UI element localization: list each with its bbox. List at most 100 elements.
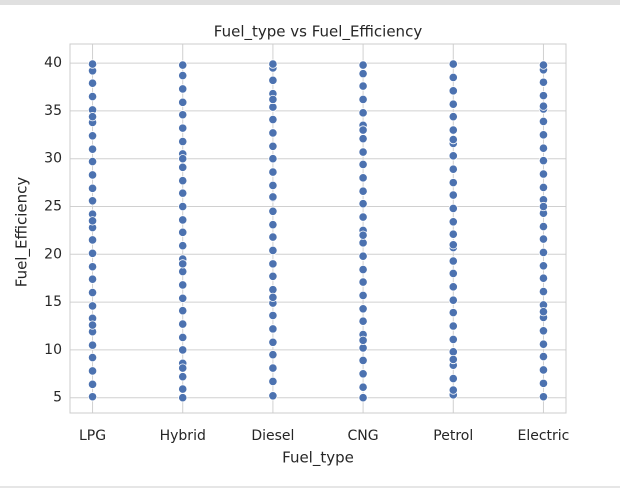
point <box>358 199 368 209</box>
y-tick-label: 10 <box>44 342 62 358</box>
point <box>268 376 278 387</box>
point <box>448 354 458 365</box>
point <box>358 369 368 379</box>
x-tick-label: LPG <box>79 428 106 444</box>
point <box>448 295 458 305</box>
point <box>87 131 98 141</box>
chart-title: Fuel_type vs Fuel_Efficiency <box>214 23 423 42</box>
point <box>87 144 98 154</box>
point <box>268 114 278 125</box>
point <box>538 273 549 283</box>
point <box>358 186 368 196</box>
point <box>178 384 188 394</box>
point <box>538 169 549 179</box>
point <box>448 321 458 331</box>
point <box>538 378 549 388</box>
point <box>538 182 549 192</box>
point <box>448 112 458 122</box>
x-axis-label: Fuel_type <box>282 449 354 468</box>
point <box>358 316 368 326</box>
y-axis-label: Fuel_Efficiency <box>13 177 32 288</box>
point <box>87 248 98 258</box>
point <box>87 235 98 245</box>
top-border <box>0 0 620 5</box>
point <box>178 188 188 198</box>
point <box>268 192 278 202</box>
point <box>538 339 549 349</box>
point <box>87 196 98 206</box>
point <box>178 176 188 186</box>
point <box>178 60 188 70</box>
point <box>268 206 278 216</box>
point <box>538 156 549 166</box>
point <box>87 59 98 69</box>
point <box>538 77 549 87</box>
plot-frame <box>69 43 567 414</box>
point <box>448 164 458 174</box>
point <box>448 229 458 239</box>
point <box>268 363 278 373</box>
point <box>268 324 278 334</box>
point <box>358 265 368 275</box>
point <box>358 393 368 403</box>
point <box>358 304 368 314</box>
point <box>178 345 188 355</box>
point <box>268 310 278 321</box>
y-tick-label: 5 <box>53 390 62 406</box>
point <box>538 247 549 257</box>
point <box>87 352 98 363</box>
y-tick-label: 40 <box>44 55 62 71</box>
point <box>538 60 549 70</box>
point <box>87 392 98 402</box>
point <box>448 217 458 227</box>
point <box>448 373 458 384</box>
point <box>268 102 278 112</box>
point <box>268 180 278 191</box>
point <box>448 134 458 145</box>
point <box>178 136 188 147</box>
point <box>448 347 458 357</box>
point <box>268 59 278 69</box>
point <box>87 112 98 122</box>
point <box>358 277 368 287</box>
point <box>87 287 98 298</box>
point <box>358 212 368 222</box>
point <box>178 215 188 225</box>
point <box>87 156 98 167</box>
point <box>178 84 188 94</box>
point <box>538 116 549 127</box>
point <box>178 306 188 316</box>
point <box>268 245 278 256</box>
point <box>178 162 188 172</box>
point <box>178 266 188 277</box>
point <box>178 110 188 120</box>
point <box>178 319 188 329</box>
point <box>268 337 278 347</box>
point <box>178 372 188 382</box>
point <box>448 99 458 109</box>
point <box>448 240 458 250</box>
point <box>268 128 278 138</box>
point <box>448 203 458 214</box>
y-tick-label: 35 <box>44 103 62 119</box>
point <box>178 123 188 133</box>
y-tick-label: 15 <box>44 294 62 310</box>
point <box>448 151 458 161</box>
point <box>268 154 278 164</box>
point <box>358 382 368 392</box>
point <box>448 256 458 266</box>
point <box>87 366 98 376</box>
point <box>268 141 278 151</box>
point <box>178 363 188 373</box>
point <box>358 343 368 353</box>
point <box>538 261 549 271</box>
point <box>178 241 188 251</box>
point <box>268 75 278 85</box>
point <box>448 334 458 344</box>
point <box>358 238 368 248</box>
point <box>268 94 278 105</box>
point <box>448 308 458 318</box>
point <box>178 280 188 290</box>
point <box>268 391 278 401</box>
point <box>448 178 458 188</box>
